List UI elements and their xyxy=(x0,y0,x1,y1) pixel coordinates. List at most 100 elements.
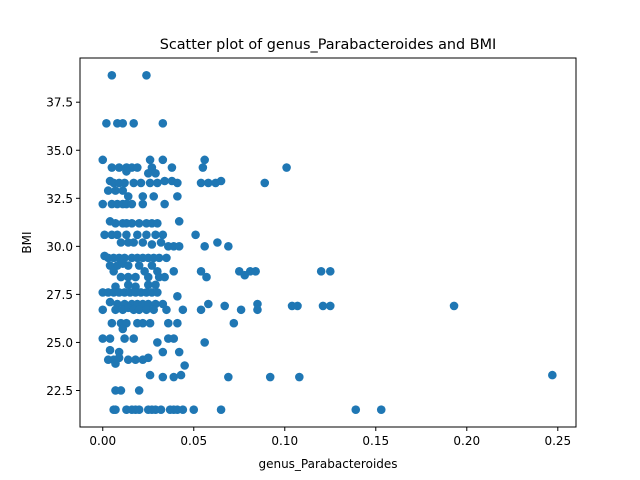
scatter-point xyxy=(142,230,151,240)
scatter-point xyxy=(143,280,153,290)
y-tick-label: 37.5 xyxy=(46,96,73,110)
scatter-point xyxy=(111,359,120,368)
scatter-point xyxy=(173,292,182,301)
scatter-point xyxy=(122,167,131,176)
x-tick-label: 0.25 xyxy=(544,434,571,448)
scatter-point xyxy=(138,192,148,201)
scatter-point xyxy=(116,238,126,247)
scatter-point xyxy=(196,178,206,188)
y-tick-label: 35.0 xyxy=(46,144,73,158)
y-axis-ticks: 22.5 25.0 27.5 30.0 32.5 35.0 37.5 xyxy=(46,96,80,398)
scatter-point xyxy=(180,361,189,370)
scatter-point xyxy=(260,178,270,188)
scatter-point xyxy=(113,230,122,240)
scatter-point xyxy=(118,119,128,128)
scatter-point xyxy=(120,334,129,343)
scatter-point xyxy=(107,318,117,328)
scatter-point xyxy=(318,301,328,311)
scatter-point xyxy=(143,353,153,363)
chart-title: Scatter plot of genus_Parabacteroides an… xyxy=(160,37,497,53)
y-tick-label: 25.0 xyxy=(46,336,73,350)
scatter-point xyxy=(134,405,144,415)
scatter-point xyxy=(153,178,162,188)
scatter-point xyxy=(98,305,108,315)
scatter-point xyxy=(293,301,302,311)
scatter-point xyxy=(131,272,140,282)
scatter-point xyxy=(169,267,179,276)
scatter-point xyxy=(178,405,188,415)
scatter-point xyxy=(202,272,211,282)
scatter-point xyxy=(98,334,108,343)
scatter-point xyxy=(295,372,304,382)
scatter-point xyxy=(204,299,213,309)
scatter-point xyxy=(154,253,164,263)
scatter-point xyxy=(158,372,168,382)
scatter-point xyxy=(98,155,108,165)
scatter-point xyxy=(196,305,206,315)
scatter-point xyxy=(145,370,155,380)
scatter-point xyxy=(174,347,184,357)
scatter-point xyxy=(147,240,157,249)
scatter-point xyxy=(143,272,153,282)
y-tick-label: 27.5 xyxy=(46,288,73,302)
scatter-point xyxy=(100,230,109,240)
scatter-point xyxy=(129,178,138,188)
scatter-point xyxy=(376,405,386,415)
x-tick-label: 0.15 xyxy=(362,434,389,448)
scatter-point xyxy=(134,261,144,270)
y-tick-label: 22.5 xyxy=(46,384,73,398)
x-tick-label: 0.05 xyxy=(180,434,207,448)
plot-frame xyxy=(79,57,577,428)
scatter-point xyxy=(118,324,128,334)
scatter-point xyxy=(138,238,148,247)
scatter-point xyxy=(145,178,155,188)
scatter-point xyxy=(229,318,239,328)
scatter-point xyxy=(156,405,166,415)
scatter-point xyxy=(134,386,144,395)
scatter-point xyxy=(160,176,169,186)
scatter-point xyxy=(153,338,162,347)
scatter-point xyxy=(200,338,209,347)
scatter-point xyxy=(138,318,148,328)
scatter-point xyxy=(131,355,140,365)
scatter-point xyxy=(105,345,115,355)
scatter-point xyxy=(156,238,166,247)
scatter-point xyxy=(213,238,222,247)
scatter-point xyxy=(111,218,120,228)
scatter-point xyxy=(129,238,138,247)
scatter-point xyxy=(133,163,142,172)
scatter-point xyxy=(107,71,117,80)
scatter-point xyxy=(149,192,159,201)
scatter-point xyxy=(198,163,208,172)
scatter-point xyxy=(151,280,160,290)
y-tick-label: 32.5 xyxy=(46,192,73,206)
points-layer xyxy=(98,71,557,415)
scatter-point xyxy=(316,267,326,276)
x-axis-ticks: 0.00 0.05 0.10 0.15 0.20 0.25 xyxy=(89,427,571,448)
scatter-point xyxy=(123,272,133,282)
scatter-point xyxy=(114,163,124,172)
scatter-point xyxy=(103,186,113,195)
x-tick-label: 0.00 xyxy=(89,434,116,448)
scatter-point xyxy=(169,372,179,382)
scatter-point xyxy=(105,297,115,307)
scatter-point xyxy=(120,178,129,188)
scatter-point xyxy=(253,305,262,315)
scatter-point xyxy=(220,301,229,311)
scatter-point xyxy=(158,230,168,240)
scatter-point xyxy=(123,192,133,201)
scatter-point xyxy=(136,178,146,188)
scatter-point xyxy=(149,305,159,315)
scatter-point xyxy=(151,169,160,178)
scatter-point xyxy=(216,405,226,415)
scatter-point xyxy=(325,267,335,276)
scatter-point xyxy=(174,217,184,226)
scatter-point xyxy=(129,119,138,128)
scatter-point xyxy=(196,267,206,276)
scatter-point xyxy=(142,305,151,315)
scatter-point xyxy=(138,199,148,209)
scatter-point xyxy=(265,372,275,382)
scatter-point xyxy=(151,230,160,240)
scatter-point xyxy=(143,169,153,178)
